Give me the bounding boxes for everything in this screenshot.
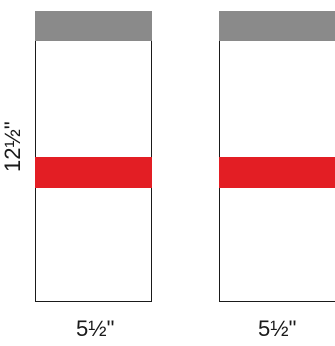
panel-right [219, 11, 335, 302]
panel-right-top-band [219, 11, 335, 41]
panel-left-red-band [35, 157, 152, 188]
panel-left-top-band [35, 11, 152, 41]
panel-right-red-band [219, 157, 335, 188]
left-width-dimension-label: 5½" [76, 316, 115, 341]
right-width-dimension-label: 5½" [258, 316, 297, 341]
height-dimension-label: 12½" [0, 121, 25, 172]
panel-left [35, 11, 152, 302]
